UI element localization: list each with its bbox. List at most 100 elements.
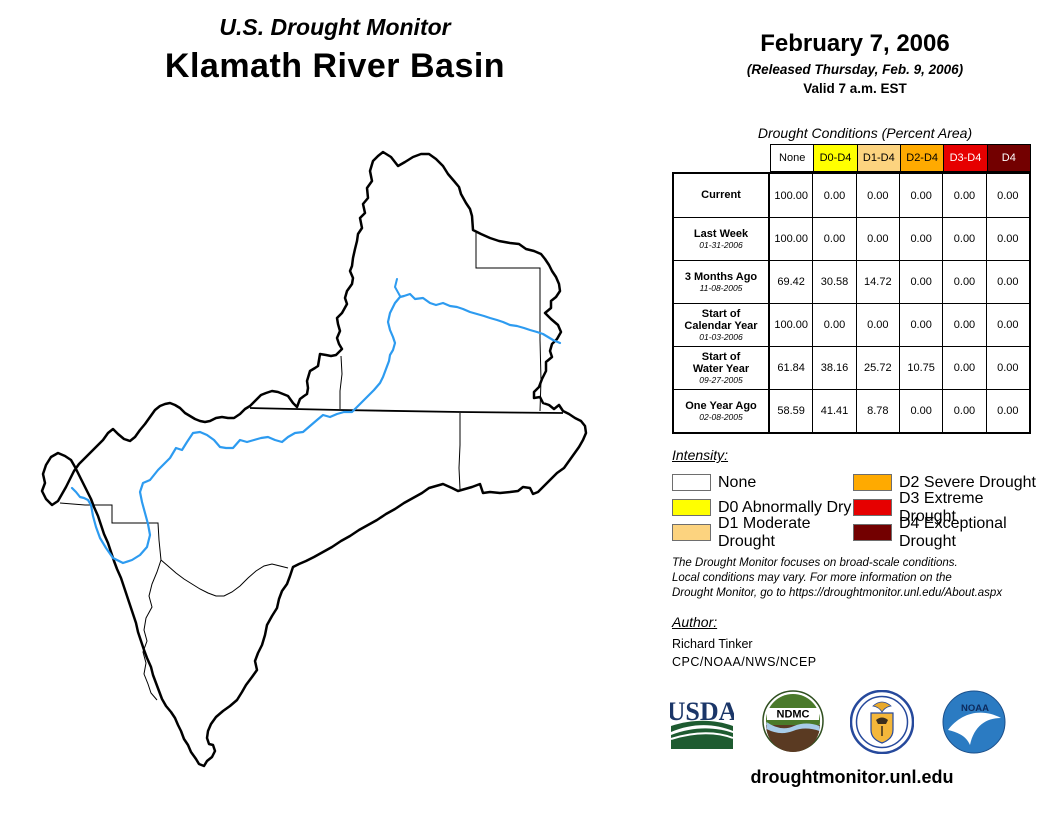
table-cell: 100.00	[774, 189, 808, 202]
table-cell: 0.00	[985, 174, 1029, 217]
author-name: Richard Tinker	[672, 637, 753, 651]
col-header-d0-d4: D0-D4	[814, 144, 858, 172]
table-cell: 0.00	[855, 218, 899, 260]
table-cell: 8.78	[855, 390, 899, 432]
none-swatch-icon	[672, 474, 711, 491]
table-cell: 0.00	[942, 218, 985, 260]
table-cell: 0.00	[898, 304, 942, 346]
table-cell: 0.00	[985, 261, 1029, 303]
table-cell: 0.00	[812, 218, 855, 260]
legend-item-d2: D2 Severe Drought	[853, 470, 1043, 495]
disclaimer-text: The Drought Monitor focuses on broad-sca…	[672, 557, 1003, 599]
title-block: U.S. Drought Monitor Klamath River Basin	[30, 14, 640, 86]
legend-item-d0: D0 Abnormally Dry	[672, 495, 853, 520]
table-cell: 0.00	[942, 347, 985, 389]
row-label-current: Current	[674, 174, 770, 217]
basin-outline	[40, 150, 588, 768]
legend-item-d1: D1 Moderate Drought	[672, 515, 853, 550]
table-cell: 0.00	[898, 174, 942, 217]
drought-table: None D0-D4 D1-D4 D2-D4 D3-D4 D4 Current …	[672, 144, 1031, 434]
program-title: U.S. Drought Monitor	[219, 14, 451, 40]
row-label-3-months-ago: 3 Months Ago 11-08-2005	[674, 261, 770, 303]
table-cell: 0.00	[942, 304, 985, 346]
table-cell: 100.00	[774, 319, 808, 331]
table-cell: 0.00	[812, 304, 855, 346]
table-cell: 100.00	[774, 233, 808, 245]
table-cell: 38.16	[812, 347, 855, 389]
table-row: 3 Months Ago 11-08-2005 69.42 30.58 14.7…	[674, 260, 1029, 303]
table-cell: 0.00	[898, 390, 942, 432]
table-row: One Year Ago 02-08-2005 58.59 41.41 8.78…	[674, 389, 1029, 432]
table-cell: 61.84	[777, 362, 805, 374]
table-cell: 0.00	[985, 390, 1029, 432]
author-org: CPC/NOAA/NWS/NCEP	[672, 655, 817, 669]
table-cell: 58.59	[777, 405, 805, 417]
table-cell: 0.00	[855, 304, 899, 346]
table-cell: 69.42	[777, 276, 805, 288]
klamath-river	[70, 292, 562, 565]
noaa-logo: NOAA	[942, 690, 1006, 754]
website-url: droughtmonitor.unl.edu	[750, 767, 954, 787]
d1-swatch-icon	[672, 524, 711, 541]
col-header-none: None	[770, 144, 815, 172]
usda-logo: USDA	[670, 698, 734, 749]
river-headwater-stub	[393, 278, 401, 297]
map-date: February 7, 2006	[760, 30, 950, 57]
intensity-legend: Intensity: None D0 Abnormally Dry D1 Mod…	[672, 447, 1043, 550]
agency-logos: USDA NDMC NOAA	[670, 690, 1020, 760]
date-block: February 7, 2006 (Released Thursday, Feb…	[690, 30, 1020, 96]
page-title: Klamath River Basin	[164, 47, 506, 85]
legend-item-d3: D3 Extreme Drought	[853, 490, 1043, 525]
table-cell: 14.72	[855, 261, 899, 303]
table-row: Start of Water Year 09-27-2005 61.84 38.…	[674, 346, 1029, 389]
ndmc-logo: NDMC	[762, 690, 824, 752]
col-header-d1-d4: D1-D4	[857, 144, 901, 172]
row-label-start-water-year: Start of Water Year 09-27-2005	[674, 347, 770, 389]
table-row: Last Week 01-31-2006 100.00 0.00 0.00 0.…	[674, 217, 1029, 260]
table-cell: 0.00	[898, 218, 942, 260]
commerce-seal-logo	[850, 690, 914, 754]
county-lines	[59, 231, 542, 701]
table-cell: 0.00	[812, 174, 855, 217]
table-header-row: None D0-D4 D1-D4 D2-D4 D3-D4 D4	[770, 144, 1031, 172]
table-cell: 25.72	[855, 347, 899, 389]
table-row: Current 100.00 0.00 0.00 0.00 0.00 0.00	[674, 174, 1029, 217]
table-cell: 0.00	[985, 347, 1029, 389]
row-label-one-year-ago: One Year Ago 02-08-2005	[674, 390, 770, 432]
svg-text:NDMC: NDMC	[777, 709, 810, 721]
row-label-last-week: Last Week 01-31-2006	[674, 218, 770, 260]
legend-title: Intensity:	[672, 447, 729, 463]
table-cell: 0.00	[855, 174, 899, 217]
state-line	[249, 407, 564, 414]
legend-item-d4: D4 Exceptional Drought	[853, 515, 1043, 550]
table-cell: 10.75	[898, 347, 942, 389]
table-cell: 0.00	[942, 261, 985, 303]
table-cell: 0.00	[985, 218, 1029, 260]
d2-swatch-icon	[853, 474, 892, 491]
d0-swatch-icon	[672, 499, 711, 516]
table-cell: 0.00	[942, 174, 985, 217]
table-cell: 0.00	[985, 304, 1029, 346]
table-cell: 30.58	[812, 261, 855, 303]
svg-text:NOAA: NOAA	[961, 703, 989, 714]
d3-swatch-icon	[853, 499, 892, 516]
col-header-d4: D4	[987, 144, 1031, 172]
d4-swatch-icon	[853, 524, 892, 541]
row-label-start-calendar-year: Start of Calendar Year 01-03-2006	[674, 304, 770, 346]
author-block: Author: Richard Tinker CPC/NOAA/NWS/NCEP	[672, 614, 817, 669]
table-body: Current 100.00 0.00 0.00 0.00 0.00 0.00 …	[672, 172, 1031, 434]
author-heading: Author:	[672, 614, 718, 630]
table-title: Drought Conditions (Percent Area)	[757, 125, 973, 141]
table-cell: 0.00	[898, 261, 942, 303]
table-cell: 41.41	[812, 390, 855, 432]
basin-map	[40, 150, 588, 768]
release-date: (Released Thursday, Feb. 9, 2006)	[746, 62, 964, 77]
col-header-d2-d4: D2-D4	[900, 144, 945, 172]
valid-time: Valid 7 a.m. EST	[803, 81, 907, 96]
table-cell: 0.00	[942, 390, 985, 432]
table-row: Start of Calendar Year 01-03-2006 100.00…	[674, 303, 1029, 346]
legend-grid: None D0 Abnormally Dry D1 Moderate Droug…	[672, 470, 1043, 550]
col-header-d3-d4: D3-D4	[944, 144, 988, 172]
legend-item-none: None	[672, 470, 853, 495]
